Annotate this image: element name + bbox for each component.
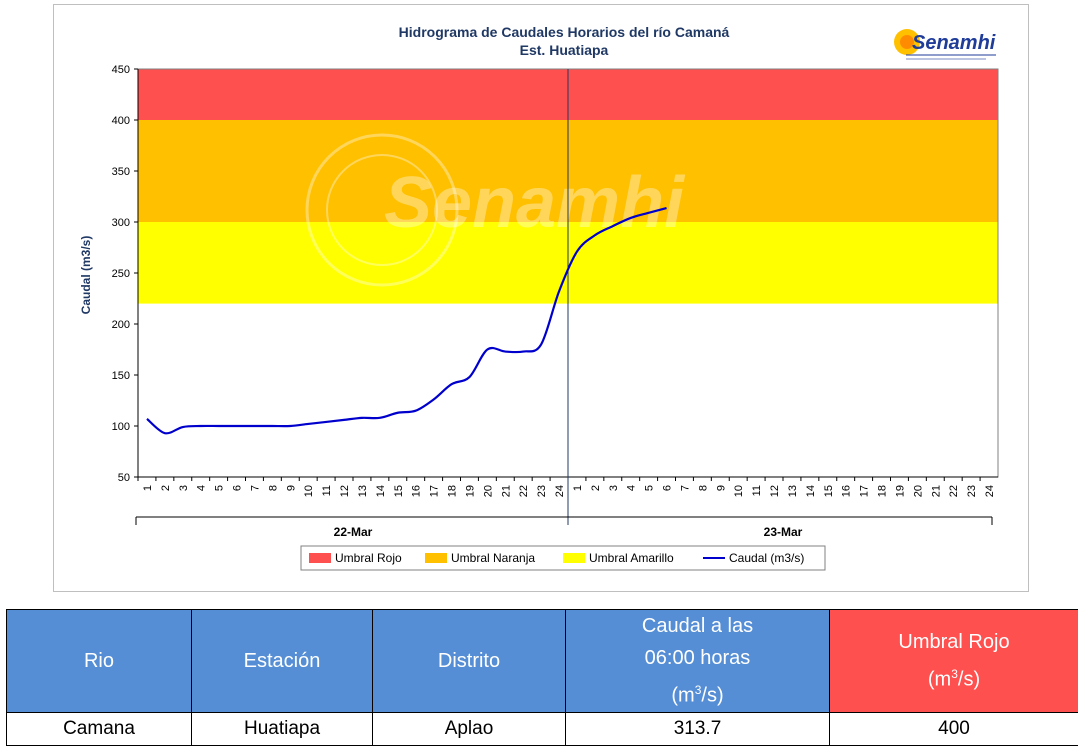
x-tick-label: 19 [894, 485, 906, 497]
y-tick-label: 100 [112, 421, 130, 433]
cell-estacion: Huatiapa [192, 712, 373, 745]
x-tick-label: 17 [429, 485, 441, 497]
x-tick-label: 11 [751, 485, 763, 496]
y-tick-label: 200 [112, 319, 130, 331]
x-tick-label: 10 [303, 485, 315, 497]
legend-label: Umbral Rojo [335, 551, 402, 565]
cell-caudal: 313.7 [566, 712, 830, 745]
x-tick-label: 7 [249, 485, 261, 491]
y-tick-label: 300 [112, 217, 130, 229]
y-tick-label: 150 [112, 370, 130, 382]
x-tick-label: 20 [912, 485, 924, 497]
legend-label: Caudal (m3/s) [729, 551, 804, 565]
x-tick-label: 19 [464, 485, 476, 497]
header-umbral-unit: (m [928, 669, 951, 691]
x-tick-label: 5 [644, 485, 656, 491]
header-caudal-line2: 06:00 horas [645, 647, 751, 669]
x-tick-label: 12 [339, 485, 351, 497]
x-tick-label: 4 [626, 485, 638, 491]
legend-label: Umbral Amarillo [589, 551, 674, 565]
x-tick-label: 6 [232, 485, 244, 491]
x-tick-label: 15 [823, 485, 835, 497]
header-umbral-line1: Umbral Rojo [898, 631, 1009, 653]
x-tick-label: 9 [715, 485, 727, 491]
legend: Umbral Rojo Umbral Naranja Umbral Amarillo… [301, 546, 825, 570]
x-tick-label: 16 [841, 485, 853, 497]
x-tick-label: 17 [859, 485, 871, 497]
x-tick-label: 3 [608, 485, 620, 491]
x-tick-label: 21 [930, 485, 942, 497]
x-tick-label: 1 [572, 485, 584, 491]
chart-title: Hidrograma de Caudales Horarios del río … [399, 24, 730, 40]
table-header-row: Rio Estación Distrito Caudal a las 06:00… [7, 610, 1078, 713]
x-tick-label: 2 [590, 485, 602, 491]
watermark-text: Senamhi [384, 163, 686, 243]
x-tick-label: 14 [805, 485, 817, 497]
y-tick-label: 350 [112, 166, 130, 178]
x-tick-label: 1 [142, 485, 154, 491]
header-caudal: Caudal a las 06:00 horas (m3/s) [566, 610, 830, 713]
header-umbral-unit-sup: 3 [951, 667, 958, 681]
y-tick-label: 50 [118, 472, 130, 484]
legend-swatch [425, 553, 447, 563]
x-tick-label: 21 [500, 485, 512, 497]
x-tick-label: 15 [393, 485, 405, 497]
x-tick-label: 16 [411, 485, 423, 497]
x-tick-label: 22 [518, 485, 530, 497]
x-tick-label: 5 [214, 485, 226, 491]
x-tick-label: 6 [662, 485, 674, 491]
x-tick-label: 23 [536, 485, 548, 497]
x-tick-label: 8 [267, 485, 279, 491]
y-tick-label: 400 [112, 115, 130, 127]
x-tick-label: 13 [787, 485, 799, 497]
legend-label: Umbral Naranja [451, 551, 535, 565]
header-estacion: Estación [192, 610, 373, 713]
chart-subtitle: Est. Huatiapa [520, 42, 609, 58]
hydrograph-chart: Senamhi Hidrograma de Caudales Horarios … [54, 5, 1030, 593]
x-tick-label: 13 [357, 485, 369, 497]
y-axis-label: Caudal (m3/s) [79, 236, 93, 315]
x-tick-label: 20 [482, 485, 494, 497]
chart-frame: Senamhi Hidrograma de Caudales Horarios … [53, 4, 1029, 592]
x-tick-label: 12 [769, 485, 781, 497]
station-info-table: Rio Estación Distrito Caudal a las 06:00… [6, 609, 1078, 746]
header-umbral-unit-end: /s) [958, 669, 980, 691]
cell-umbral: 400 [830, 712, 1078, 745]
x-tick-label: 7 [679, 485, 691, 491]
x-tick-label: 14 [375, 485, 387, 497]
header-caudal-unit-end: /s) [701, 685, 723, 707]
legend-swatch [563, 553, 585, 563]
x-tick-label: 10 [733, 485, 745, 497]
cell-distrito: Aplao [373, 712, 566, 745]
header-caudal-unit: (m [671, 685, 694, 707]
x-tick-label: 4 [196, 485, 208, 491]
senamhi-logo: Senamhi [894, 29, 996, 60]
x-tick-label: 23 [966, 485, 978, 497]
legend-swatch [309, 553, 331, 563]
y-axis: 50 100 150 200 250 300 350 400 450 [112, 64, 138, 484]
y-tick-label: 250 [112, 268, 130, 280]
table-row: Camana Huatiapa Aplao 313.7 400 [7, 712, 1078, 745]
date-label: 23-Mar [764, 525, 803, 539]
header-rio: Rio [7, 610, 192, 713]
x-tick-label: 11 [321, 485, 333, 496]
x-tick-label: 2 [160, 485, 172, 491]
date-label: 22-Mar [334, 525, 373, 539]
header-distrito: Distrito [373, 610, 566, 713]
x-tick-label: 8 [697, 485, 709, 491]
header-umbral-rojo: Umbral Rojo (m3/s) [830, 610, 1078, 713]
x-tick-label: 22 [948, 485, 960, 497]
header-caudal-line1: Caudal a las [642, 615, 753, 637]
cell-rio: Camana [7, 712, 192, 745]
x-tick-label: 18 [877, 485, 889, 497]
logo-text: Senamhi [912, 32, 996, 54]
x-tick-label: 24 [554, 485, 566, 497]
x-tick-label: 24 [984, 485, 996, 497]
x-tick-label: 3 [178, 485, 190, 491]
x-tick-label: 18 [447, 485, 459, 497]
y-tick-label: 450 [112, 64, 130, 76]
x-tick-label: 9 [285, 485, 297, 491]
